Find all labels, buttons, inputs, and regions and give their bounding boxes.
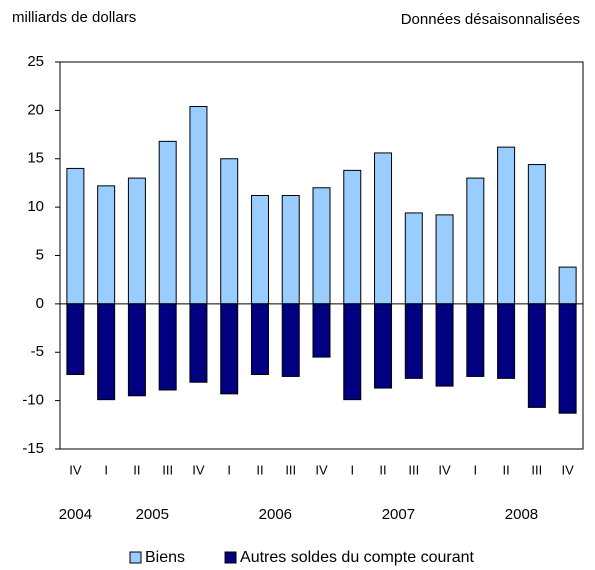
bar <box>312 187 331 305</box>
bar <box>127 177 146 305</box>
x-tick-label: II <box>379 462 386 477</box>
bar <box>374 303 393 389</box>
bar <box>158 140 177 305</box>
x-tick-label: II <box>502 462 509 477</box>
x-tick-label: I <box>104 462 108 477</box>
year-label: 2007 <box>382 506 415 523</box>
x-tick-label: III <box>162 462 173 477</box>
bar <box>97 303 116 401</box>
bar <box>127 303 146 397</box>
bar <box>435 214 454 305</box>
x-tick-label: III <box>531 462 542 477</box>
x-tick-label: II <box>256 462 263 477</box>
y-tick-label: 5 <box>36 246 44 263</box>
bar <box>343 303 362 401</box>
bar <box>97 185 116 305</box>
legend-label: Autres soldes du compte courant <box>240 549 474 566</box>
y-tick-label: -5 <box>31 343 44 360</box>
bar <box>281 303 300 377</box>
bar <box>66 303 85 376</box>
y-tick-label: 0 <box>36 295 44 312</box>
year-label: 2005 <box>136 506 169 523</box>
bar <box>527 303 546 408</box>
bar <box>281 195 300 305</box>
bar <box>404 212 423 305</box>
bar <box>189 303 208 383</box>
subtitle: Données désaisonnalisées <box>401 11 580 28</box>
x-tick-label: IV <box>438 462 451 477</box>
bar <box>250 303 269 376</box>
bar <box>250 195 269 305</box>
bar <box>466 303 485 377</box>
unit-label: milliards de dollars <box>12 9 136 26</box>
x-tick-label: II <box>133 462 140 477</box>
x-tick-label: IV <box>561 462 574 477</box>
bar <box>343 169 362 305</box>
bar <box>158 303 177 391</box>
x-tick-label: III <box>285 462 296 477</box>
bar <box>312 303 331 358</box>
year-label: 2006 <box>259 506 292 523</box>
bar <box>374 152 393 305</box>
x-tick-label: I <box>350 462 354 477</box>
x-tick-label: IV <box>315 462 328 477</box>
x-tick-label: III <box>408 462 419 477</box>
bar <box>466 177 485 305</box>
legend-label: Biens <box>145 549 185 566</box>
bar <box>66 167 85 305</box>
bar <box>558 266 577 305</box>
bar <box>435 303 454 387</box>
y-tick-label: 25 <box>27 53 44 70</box>
bar <box>497 146 516 305</box>
bar <box>527 164 546 305</box>
bar <box>220 303 239 395</box>
x-tick-label: IV <box>69 462 82 477</box>
legend-swatch <box>224 551 237 564</box>
x-tick-label: I <box>227 462 231 477</box>
y-tick-label: -15 <box>22 440 44 457</box>
bar <box>189 106 208 305</box>
y-tick-label: -10 <box>22 392 44 409</box>
y-tick-label: 15 <box>27 150 44 167</box>
y-tick-label: 10 <box>27 198 44 215</box>
year-label: 2008 <box>505 506 538 523</box>
year-label: 2004 <box>59 506 92 523</box>
x-tick-label: IV <box>192 462 205 477</box>
bar <box>558 303 577 414</box>
legend-swatch <box>129 551 142 564</box>
bar <box>404 303 423 379</box>
x-tick-label: I <box>474 462 478 477</box>
y-tick-label: 20 <box>27 101 44 118</box>
bar <box>220 158 239 305</box>
bar <box>497 303 516 379</box>
